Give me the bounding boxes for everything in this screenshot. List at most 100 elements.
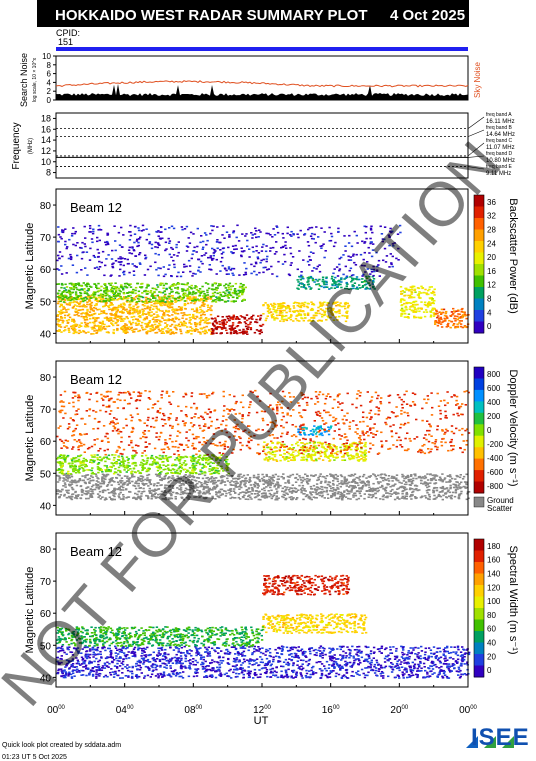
scatter-cell [181,497,184,499]
scatter-cell [164,273,167,276]
scatter-cell [303,313,306,315]
scatter-cell [292,447,295,449]
scatter-cell [299,309,302,311]
scatter-cell [412,305,415,308]
scatter-cell [330,495,333,497]
scatter-cell [361,486,364,488]
scatter-cell [361,480,364,483]
scatter-cell [309,485,313,488]
scatter-cell [452,307,455,310]
scatter-cell [459,323,463,325]
scatter-cell [93,256,97,258]
scatter-cell [359,287,362,289]
scatter-cell [156,242,160,244]
scatter-cell [171,314,174,316]
scatter-cell [264,302,267,304]
scatter-cell [404,305,408,308]
scatter-cell [396,496,399,498]
scatter-cell [191,299,194,302]
scatter-cell [150,304,153,306]
scatter-cell [316,493,319,495]
scatter-cell [239,315,243,317]
scatter-cell [369,242,372,245]
scatter-cell [358,442,361,445]
scatter-cell [91,328,94,330]
scatter-cell [97,255,100,258]
scatter-cell [118,487,121,489]
scatter-cell [428,297,432,299]
scatter-cell [164,293,167,296]
scatter-cell [145,313,148,315]
scatter-cell [97,290,100,292]
scatter-cell [161,300,165,302]
scatter-cell [67,313,71,316]
scatter-cell [345,281,348,284]
scatter-cell [453,315,457,317]
scatter-cell [112,293,116,296]
scatter-cell [358,458,361,461]
scatter-cell [147,330,150,332]
scatter-cell [176,286,180,289]
scatter-cell [235,483,238,485]
scatter-cell [132,305,135,308]
scatter-cell [280,246,283,249]
scatter-cell [111,249,114,252]
scatter-cell [59,236,62,238]
scatter-cell [163,475,166,478]
scatter-cell [65,489,68,492]
scatter-cell [410,291,414,294]
scatter-cell [321,444,324,446]
scatter-cell [147,473,151,476]
scatter-cell [136,318,140,321]
scatter-cell [205,298,208,300]
scatter-cell [452,324,455,327]
scatter-cell [239,473,242,476]
scatter-cell [274,473,277,476]
scatter-cell [113,490,116,492]
scatter-cell [156,319,159,321]
scatter-cell [153,290,156,293]
scatter-cell [70,486,74,489]
scatter-cell [59,477,62,479]
scatter-cell [421,495,424,498]
scatter-cell [324,250,327,252]
scatter-cell [159,303,162,306]
scatter-cell [307,320,310,322]
scatter-cell [191,293,194,296]
scatter-cell [302,259,305,261]
scatter-cell [321,280,324,283]
scatter-cell [196,322,199,325]
scatter-cell [184,283,187,286]
scatter-cell [454,490,458,492]
scatter-cell [202,488,205,491]
scatter-cell [380,233,384,235]
scatter-cell [199,495,203,497]
scatter-cell [85,316,88,319]
scatter-cell [154,492,157,494]
scatter-cell [262,492,266,495]
scatter-cell [183,263,186,266]
scatter-cell [150,492,153,494]
scatter-cell [345,489,349,491]
scatter-cell [120,477,124,479]
scatter-cell [84,482,87,485]
scatter-cell [357,477,360,479]
scatter-cell [83,325,87,327]
scatter-cell [231,285,234,287]
scatter-cell [219,249,222,251]
scatter-cell [458,483,461,485]
scatter-cell [325,307,328,310]
scatter-cell [171,309,174,311]
scatter-cell [333,280,336,283]
scatter-cell [393,498,397,501]
scatter-cell [391,243,395,245]
scatter-cell [293,310,297,312]
scatter-cell [278,314,281,316]
scatter-cell [405,491,408,494]
scatter-cell [148,297,151,300]
scatter-cell [91,321,95,324]
scatter-cell [198,317,201,320]
scatter-cell [85,312,88,315]
scatter-cell [201,492,205,495]
scatter-cell [403,291,406,293]
